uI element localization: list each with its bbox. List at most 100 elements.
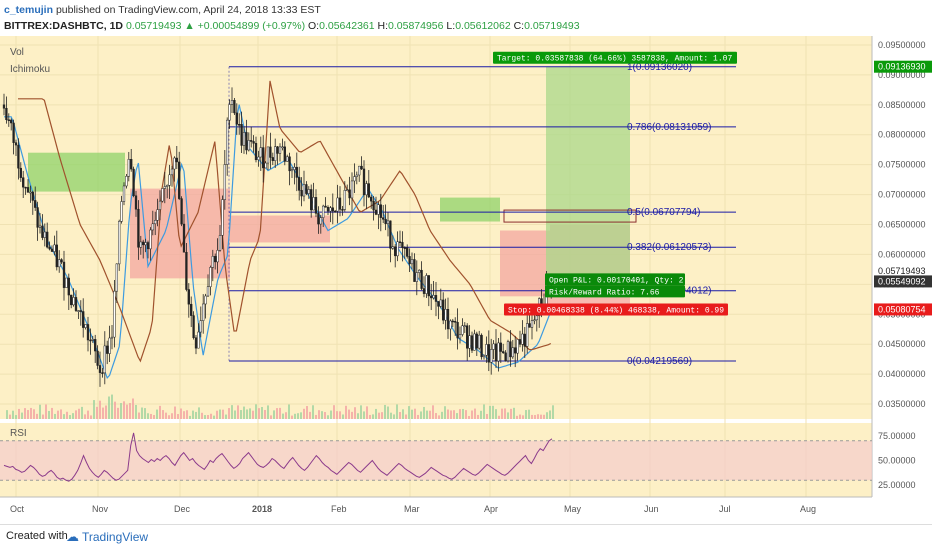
symbol-label: BITTREX:DASHBTC, 1D <box>4 20 124 32</box>
volume-bar <box>150 413 152 419</box>
fib-level-label: 0.786(0.08131059) <box>627 122 712 133</box>
rsi-indicator-label[interactable]: RSI <box>10 428 27 439</box>
volume-bar <box>255 404 257 419</box>
candle-body <box>379 204 382 218</box>
volume-bar <box>126 404 128 419</box>
volume-bar <box>198 407 200 419</box>
volume-bar <box>501 408 503 419</box>
volume-bar <box>345 405 347 419</box>
candle-body <box>154 220 157 225</box>
volume-bar <box>405 414 407 419</box>
volume-bar <box>111 394 113 419</box>
candle-body <box>533 319 536 322</box>
price-badge-box <box>874 275 932 288</box>
candle-body <box>17 144 20 169</box>
candle-body <box>312 197 315 211</box>
ichimoku-indicator-label[interactable]: Ichimoku <box>10 64 50 75</box>
candle-body <box>166 185 169 187</box>
volume-bar <box>285 412 287 419</box>
candle-body <box>125 175 128 187</box>
volume-bar <box>417 414 419 419</box>
candle-body <box>350 180 354 199</box>
candle-body <box>103 345 106 374</box>
volume-bar <box>348 409 350 419</box>
candle-body <box>341 209 344 211</box>
low-label: L: <box>446 20 456 32</box>
candle-body <box>235 112 238 125</box>
volume-bar <box>270 415 272 419</box>
candle-body <box>180 198 183 225</box>
candle-body <box>77 310 80 312</box>
tradingview-brand: TradingView <box>82 530 149 544</box>
volume-bar <box>237 405 239 419</box>
volume-bar <box>252 410 254 419</box>
fib-level-label: 0.5(0.06707794) <box>627 207 700 218</box>
candle-body <box>274 146 277 161</box>
volume-bar <box>57 410 59 419</box>
candle-body <box>187 289 190 305</box>
candle-body <box>307 189 310 194</box>
volume-bar <box>282 413 284 419</box>
volume-bar <box>99 400 101 419</box>
volume-bar <box>486 413 488 419</box>
candle-body <box>149 229 152 250</box>
candle-body <box>461 325 464 335</box>
candle-body <box>271 157 274 161</box>
candle-body <box>233 100 236 114</box>
volume-bar <box>441 411 443 419</box>
candle-body <box>338 197 342 210</box>
risk-reward-label-box <box>545 285 685 298</box>
volume-bar <box>369 414 371 419</box>
volume-bar <box>294 413 296 419</box>
candle-body <box>499 342 502 352</box>
tradingview-logo[interactable]: ☁ TradingView <box>66 529 148 545</box>
candlesticks <box>2 87 553 387</box>
stop-label: Stop: 0.00468338 (8.44%) 468338, Amount:… <box>508 306 724 315</box>
volume-bar <box>414 408 416 419</box>
vol-indicator-label[interactable]: Vol <box>10 47 24 58</box>
volume-bar <box>426 410 428 419</box>
candle-body <box>458 334 462 339</box>
candle-body <box>24 186 27 189</box>
volume-bar <box>141 407 143 419</box>
volume-bar <box>213 415 215 419</box>
volume-bar <box>540 414 542 419</box>
close-value: 0.05719493 <box>524 20 580 32</box>
volume-bar <box>153 415 155 419</box>
candle-body <box>259 147 262 158</box>
candle-body <box>156 209 159 221</box>
fib-level-label: 0.382(0.06120573) <box>627 242 712 253</box>
volume-bar <box>420 411 422 419</box>
candle-body <box>5 107 8 120</box>
chart-area[interactable]: 1(0.09136020) 0.786(0.08131059) 0.5(0.0670… <box>0 36 932 524</box>
candle-body <box>370 196 373 202</box>
candle-body <box>91 339 94 341</box>
volume-bar <box>249 408 251 419</box>
price-tick-label: 0.07000000 <box>878 190 926 200</box>
candle-body <box>242 132 246 146</box>
candle-body <box>295 166 298 178</box>
volume-bar <box>132 398 134 419</box>
candle-body <box>485 344 488 356</box>
candle-body <box>199 320 202 333</box>
candle-body <box>391 246 394 249</box>
volume-bar <box>78 408 80 419</box>
volume-bar <box>66 411 68 419</box>
candle-body <box>10 119 13 124</box>
volume-bar <box>495 409 497 419</box>
high-value: 0.05874956 <box>388 20 444 32</box>
candle-body <box>343 190 346 210</box>
volume-bar <box>429 410 431 419</box>
volume-bar <box>267 405 269 419</box>
rsi-tick-label: 50.00000 <box>878 456 916 466</box>
candle-body <box>396 241 399 257</box>
candle-body <box>490 349 493 363</box>
author-link[interactable]: c_temujin <box>4 4 54 16</box>
candle-body <box>437 301 440 307</box>
volume-bar <box>207 415 209 419</box>
volume-bar <box>471 410 473 419</box>
volume-bar <box>432 405 434 419</box>
volume-bar <box>87 410 89 419</box>
candle-body <box>324 205 327 208</box>
time-tick-label: Oct <box>10 504 25 514</box>
